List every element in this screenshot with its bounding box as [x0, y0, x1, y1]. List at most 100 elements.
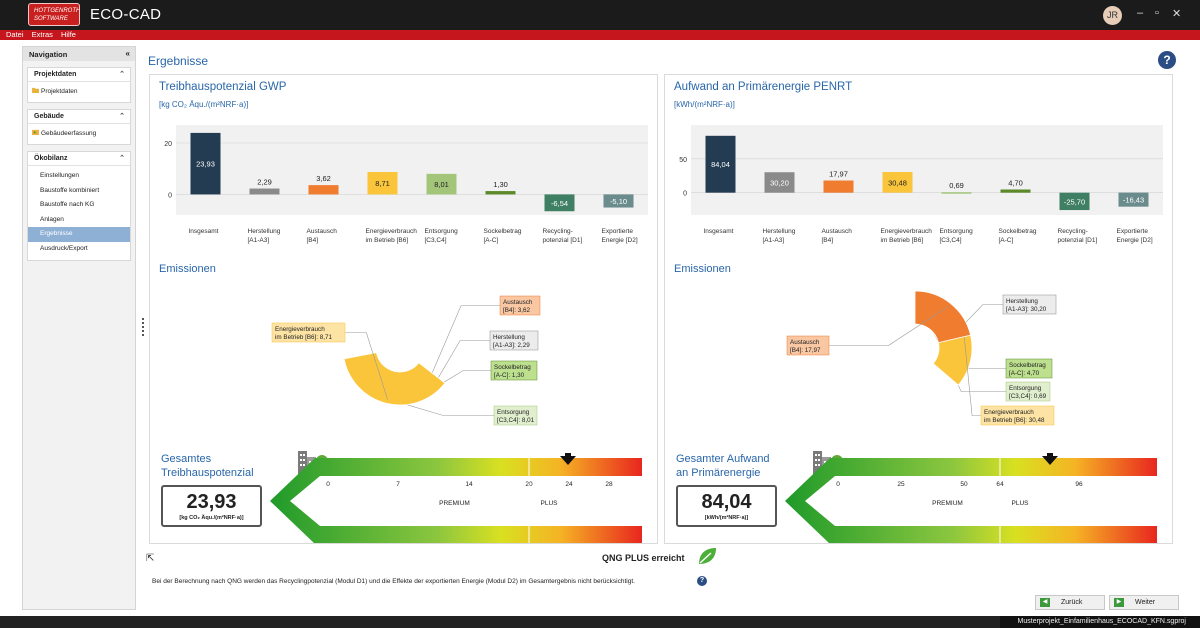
next-button[interactable]: ▶ Weiter: [1109, 595, 1179, 610]
x-tick-label-6: Recycling-: [543, 228, 573, 235]
plot-background: [176, 125, 648, 215]
penrt-total-title: Gesamter Aufwand an Primärenergie: [676, 453, 770, 479]
group-header-oekobilanz[interactable]: Ökobilanz ⌃: [28, 152, 130, 166]
bar-label-0: 23,93: [196, 160, 215, 169]
slice-label-box-4: [786, 335, 830, 356]
chevron-up-icon[interactable]: ⌃: [119, 113, 125, 120]
nav-item-ausdruck-export[interactable]: Ausdruck/Export: [40, 244, 88, 252]
navigation-panel: Navigation « Projektdaten ⌃ Projektdaten …: [22, 46, 136, 610]
rating-divider: [831, 490, 1157, 492]
slice-label-4: Austausch: [790, 339, 820, 346]
bar-label-1: 30,20: [770, 178, 789, 187]
menu-extras[interactable]: Extras: [31, 30, 53, 39]
leader-line-0: [421, 305, 500, 397]
navigation-title: Navigation: [29, 50, 68, 59]
bar-4: [426, 173, 457, 195]
slice-label-4: im Betrieb [B6]: 8,71: [275, 334, 333, 341]
penrt-unit: [kWh/(m²NRF·a)]: [674, 100, 735, 109]
chevron-up-icon[interactable]: ⌃: [119, 155, 125, 162]
x-tick-label-1: Herstellung: [763, 228, 796, 235]
scale-tick-label-1: 25: [897, 481, 905, 488]
x-tick-label-1: Herstellung: [248, 228, 281, 235]
penrt-donut-chart: Herstellung[A1-A3]: 30,20 Sockelbetrag[A-…: [786, 290, 1057, 426]
slice-label-box-1: [1005, 358, 1053, 379]
collapse-nav-icon[interactable]: «: [125, 49, 130, 58]
bar-label-4: 0,69: [949, 181, 964, 190]
slice-label-2: Sockelbetrag: [494, 364, 531, 371]
menu-hilfe[interactable]: Hilfe: [60, 30, 76, 39]
close-button[interactable]: ✕: [1172, 8, 1182, 20]
minimize-button[interactable]: –: [1137, 7, 1144, 19]
y-tick-label: 20: [164, 141, 172, 148]
note-help-icon[interactable]: ?: [697, 576, 707, 586]
slice-label-3: [C3,C4]: 8,01: [497, 417, 535, 424]
nav-item-gebaeudeerfassung[interactable]: Gebäudeerfassung: [28, 124, 130, 144]
menu-datei[interactable]: Datei: [6, 30, 24, 39]
back-button[interactable]: ◀ Zurück: [1035, 595, 1105, 610]
bar-2: [308, 185, 339, 195]
nav-item-anlagen[interactable]: Anlagen: [40, 215, 64, 223]
bar-label-6: -25,70: [1064, 197, 1085, 206]
project-file-path: Musterprojekt_Einfamilienhaus_ECOCAD_KFN…: [1017, 618, 1186, 625]
x-tick-label-2: Austausch: [822, 228, 853, 235]
mouse-cursor-icon: ⇱: [146, 553, 155, 564]
bar-label-0: 84,04: [711, 160, 730, 169]
plot-background: [691, 125, 1163, 215]
slice-label-box-2: [490, 360, 538, 381]
slice-label-box-3: [493, 405, 538, 426]
chevron-up-icon[interactable]: ⌃: [119, 71, 125, 78]
slice-label-box-0: [1002, 294, 1057, 315]
nav-item-ergebnisse[interactable]: Ergebnisse: [28, 227, 130, 242]
slice-label-box-4: [271, 322, 346, 343]
bar-2: [823, 180, 854, 193]
nav-item-baustoffe-kombiniert[interactable]: Baustoffe kombiniert: [40, 186, 100, 194]
help-icon[interactable]: ?: [1158, 51, 1176, 69]
bar-label-3: 30,48: [888, 178, 907, 187]
y-tick-label: 0: [683, 191, 687, 198]
x-tick-label-5: [A-C]: [999, 237, 1014, 244]
qng-result: QNG PLUS erreicht: [602, 553, 685, 563]
x-tick-label-0: Insgesamt: [704, 228, 734, 235]
bar-4: [941, 192, 972, 194]
bar-label-6: -6,54: [551, 199, 568, 208]
nav-item-projektdaten[interactable]: Projektdaten: [28, 82, 130, 102]
nav-item-baustoffe-nach-kg[interactable]: Baustoffe nach KG: [40, 201, 95, 208]
bar-5: [485, 191, 516, 195]
bar-label-7: -16,43: [1123, 196, 1144, 205]
scale-tick-label-1: 7: [396, 481, 400, 488]
user-avatar[interactable]: JR: [1103, 6, 1122, 25]
x-tick-label-3: im Betrieb [B6]: [366, 237, 409, 244]
gwp-total-box: 23,93 [kg CO₂ Äqu./(m²NRF·a)]: [161, 485, 262, 527]
scale-tick-label-0: 0: [836, 481, 840, 488]
nav-item-einstellungen[interactable]: Einstellungen: [40, 172, 80, 179]
slice-label-1: [A-C]: 4,70: [1009, 370, 1040, 377]
x-tick-label-3: Energieverbrauch: [881, 228, 933, 235]
penrt-total-unit: [kWh/(m²NRF·a)]: [704, 515, 749, 521]
leader-line-4: [829, 306, 949, 346]
status-bar: Musterprojekt_Einfamilienhaus_ECOCAD_KFN…: [0, 616, 1200, 628]
group-header-gebaeude[interactable]: Gebäude ⌃: [28, 110, 130, 124]
scale-tick-label-2: 50: [960, 481, 968, 488]
x-tick-label-7: Energie [D2]: [1117, 237, 1153, 244]
slice-label-box-3: [980, 405, 1055, 426]
x-tick-label-6: potenzial [D1]: [1058, 237, 1098, 244]
gwp-total-unit: [kg CO₂ Äqu./(m²NRF·a)]: [179, 515, 244, 521]
bar-5: [1000, 189, 1031, 193]
splitter-handle[interactable]: [142, 318, 145, 336]
leaf-icon: [699, 548, 716, 564]
penrt-bar-chart: 50 0 84,04 Insgesamt 30,20 Herstellung [A1-A3]…: [679, 125, 1163, 244]
value-marker-arrow: [1042, 453, 1058, 465]
bar-label-5: 1,30: [493, 180, 508, 189]
group-header-projektdaten[interactable]: Projektdaten ⌃: [28, 68, 130, 82]
slice-label-3: Energieverbrauch: [984, 409, 1034, 416]
scale-label-premium: PREMIUM: [439, 500, 470, 507]
scale-tick-label-4: 24: [565, 481, 573, 488]
group-projektdaten: Projektdaten ⌃ Projektdaten: [27, 67, 131, 103]
donut-slice-4: [914, 290, 972, 344]
bar-7: [603, 194, 634, 208]
scale-tick-label-2: 14: [465, 481, 473, 488]
scale-tick-label-0: 0: [326, 481, 330, 488]
restore-button[interactable]: ▫: [1155, 7, 1159, 19]
penrt-rating-scale: 025506496PREMIUMPLUS: [785, 453, 1157, 543]
bar-label-2: 17,97: [829, 170, 848, 179]
